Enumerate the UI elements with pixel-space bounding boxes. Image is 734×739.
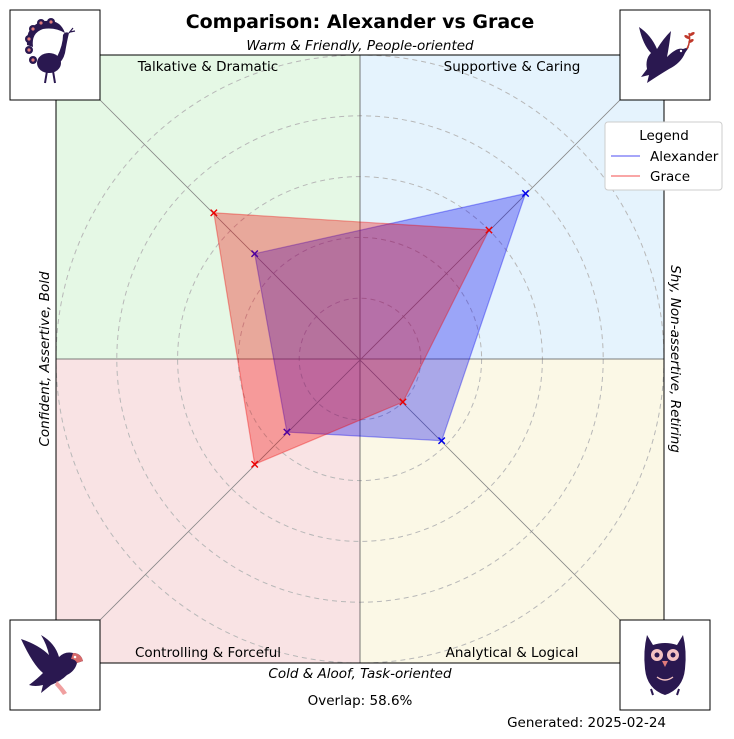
generated-text: Generated: 2025-02-24 [507,715,666,731]
quadrant-tr [360,55,664,359]
quadrant-backgrounds [56,55,664,663]
quadrant-label-bl: Controlling & Forceful [135,645,281,661]
axis-label-right: Shy, Non-assertive, Retiring [667,265,683,453]
legend: Legend Alexander Grace [604,121,723,191]
legend-label-grace: Grace [650,169,690,185]
legend-title: Legend [639,128,689,144]
legend-box [604,121,723,191]
plot-frame [55,54,665,664]
data-point-grace [485,226,493,234]
eagle-icon [9,619,101,711]
overlap-text: Overlap: 58.6% [308,693,413,709]
dove-icon [619,9,711,101]
quadrant-labels: Talkative & Dramatic Supportive & Caring C… [135,59,580,661]
series-layer [210,189,530,469]
chart-title: Comparison: Alexander vs Grace [186,11,535,33]
quadrant-br [360,359,664,663]
data-point-alexander [250,249,259,258]
data-point-grace [250,460,259,469]
axis-diagonal-tr-bl [54,54,666,666]
owl-icon [619,619,711,711]
quadrant-label-tl: Talkative & Dramatic [137,59,278,75]
axis-label-bottom: Cold & Aloof, Task-oriented [268,666,452,682]
peacock-icon [9,9,101,101]
data-point-alexander [437,436,446,445]
data-point-alexander [521,189,530,198]
legend-label-alexander: Alexander [650,149,719,165]
quadrant-label-tr: Supportive & Caring [444,59,581,75]
quadrant-label-br: Analytical & Logical [446,645,579,661]
axis-lines [54,54,666,666]
data-point-grace [399,398,407,406]
data-point-grace [210,209,218,217]
data-point-alexander [283,428,291,436]
axis-label-top: Warm & Friendly, People-oriented [246,38,474,54]
quadrant-bl [56,359,360,663]
axis-label-left: Confident, Assertive, Bold [37,271,53,447]
quadrant-tl [56,55,360,359]
